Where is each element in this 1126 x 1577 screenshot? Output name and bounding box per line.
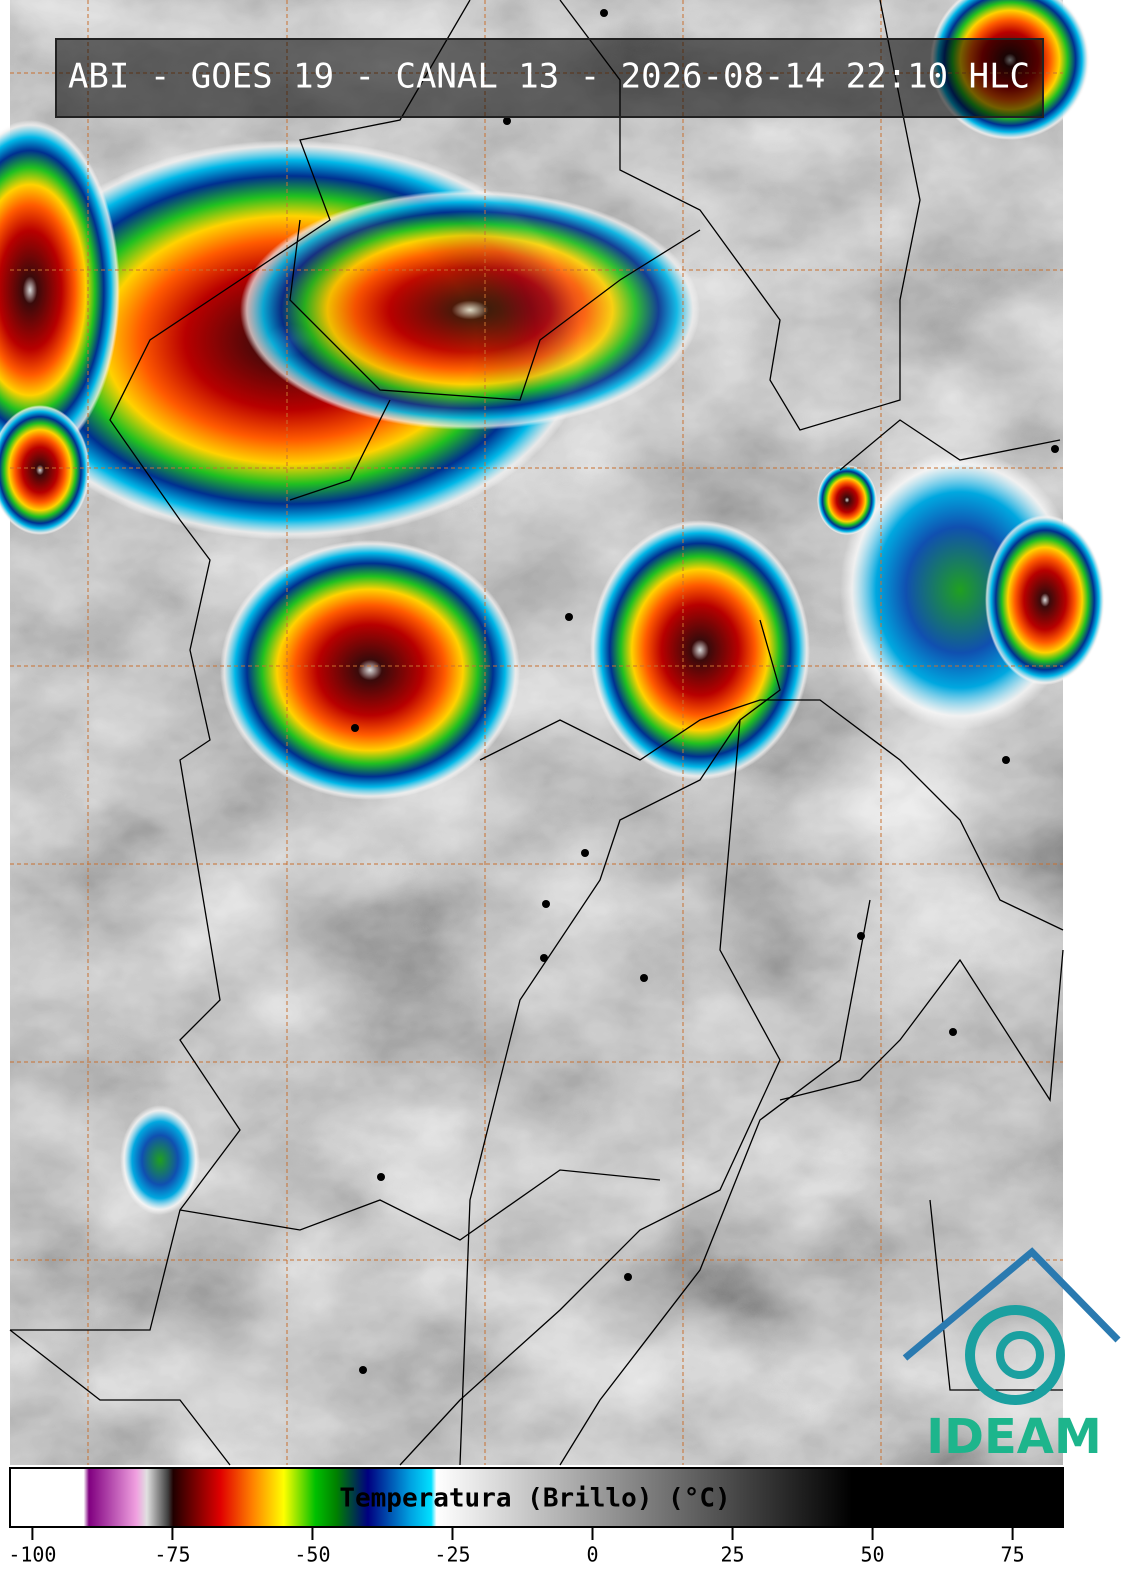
tick-label: 50 <box>861 1543 885 1567</box>
logo-swirl <box>996 1331 1044 1379</box>
tick-label: -100 <box>8 1543 56 1567</box>
colorbar-ticks: -100 -75 -50 -25 0 25 50 75 <box>8 1527 1025 1567</box>
tick-label: 75 <box>1001 1543 1025 1567</box>
borders <box>9 0 1064 1466</box>
tick-label: 25 <box>720 1543 744 1567</box>
storm <box>590 520 810 780</box>
storm <box>985 515 1105 685</box>
storm <box>0 120 120 460</box>
satellite-image <box>0 0 1105 1466</box>
storm <box>220 540 520 800</box>
colorbar <box>9 1467 1064 1528</box>
storm <box>0 405 90 535</box>
tick-label: -75 <box>154 1543 190 1567</box>
logo: IDEAM <box>902 1247 1121 1465</box>
title: ABI - GOES 19 - CANAL 13 - 2026-08-14 22… <box>68 57 1030 97</box>
storm <box>120 1105 200 1215</box>
cities <box>351 9 1059 1374</box>
tick-label: -50 <box>294 1543 330 1567</box>
storm <box>240 190 700 430</box>
colorbar-label: Temperatura (Brillo) (°C) <box>339 1484 730 1514</box>
logo-roof <box>902 1247 1121 1361</box>
logo-swirl <box>965 1305 1065 1405</box>
logo-text: IDEAM <box>926 1409 1101 1465</box>
title-box <box>55 38 1044 118</box>
tick-label: 0 <box>586 1543 598 1567</box>
storm <box>817 465 877 535</box>
tick-label: -25 <box>434 1543 470 1567</box>
